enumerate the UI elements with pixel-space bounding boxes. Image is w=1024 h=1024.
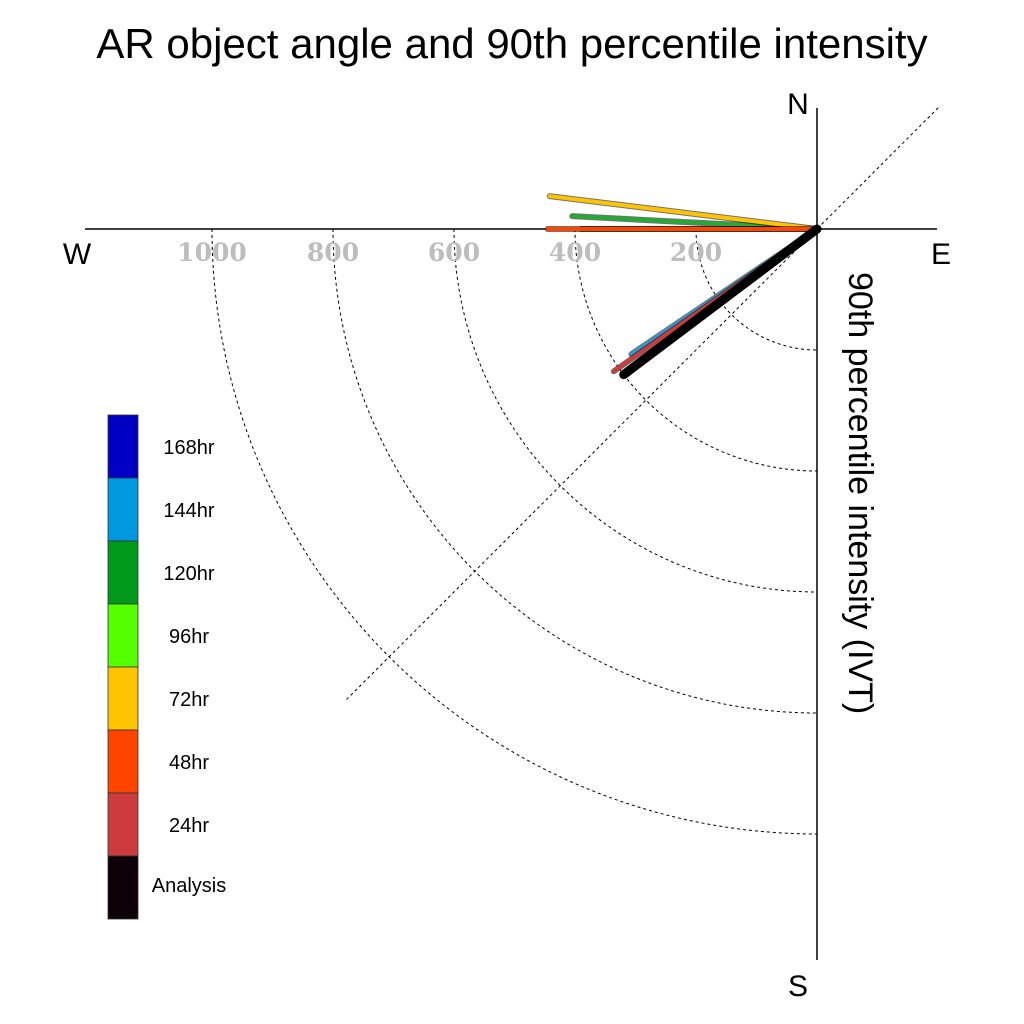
legend-label-Analysis: Analysis (152, 875, 226, 897)
legend-swatch-24hr (107, 792, 139, 857)
legend-swatch-168hr (107, 414, 139, 479)
tick-label-400: 400 (549, 238, 601, 267)
legend: 168hr 144hr 120hr 96hr 72hr 48hr 24hr Analysis (107, 414, 226, 920)
compass-north: N (787, 88, 809, 121)
legend-label-120hr: 120hr (163, 563, 214, 585)
legend-swatch-120hr (107, 540, 139, 605)
tick-label-800: 800 (307, 238, 359, 267)
compass-east: E (931, 238, 951, 271)
tick-label-1000: 1000 (177, 238, 247, 267)
legend-swatch-72hr (107, 666, 139, 731)
grid-ring-400 (574, 228, 818, 472)
origin-point (813, 225, 821, 233)
grid-diagonal (346, 105, 941, 700)
tick-label-600: 600 (428, 238, 480, 267)
vectors (544, 193, 822, 380)
legend-swatch-48hr (107, 729, 139, 794)
tick-label-200: 200 (670, 238, 722, 267)
y-axis-label: 90th percentile intensity (IVT) (841, 272, 879, 714)
legend-label-24hr: 24hr (169, 815, 209, 837)
legend-swatch-96hr (107, 603, 139, 668)
legend-label-72hr: 72hr (169, 689, 209, 711)
radial-tick-labels: 200 400 600 800 1000 (177, 238, 722, 267)
compass-south: S (788, 970, 808, 1003)
grid-ring-200 (695, 228, 818, 351)
legend-label-144hr: 144hr (163, 500, 214, 522)
compass-west: W (63, 238, 92, 271)
vector-outline-Analysis (619, 224, 822, 380)
legend-swatch-Analysis (107, 855, 139, 920)
legend-label-96hr: 96hr (169, 626, 209, 648)
legend-label-48hr: 48hr (169, 752, 209, 774)
legend-label-168hr: 168hr (163, 437, 214, 459)
chart-title: AR object angle and 90th percentile inte… (96, 20, 927, 67)
vector-72hr (547, 194, 819, 231)
legend-swatch-144hr (107, 477, 139, 542)
polar-grid (211, 105, 941, 835)
